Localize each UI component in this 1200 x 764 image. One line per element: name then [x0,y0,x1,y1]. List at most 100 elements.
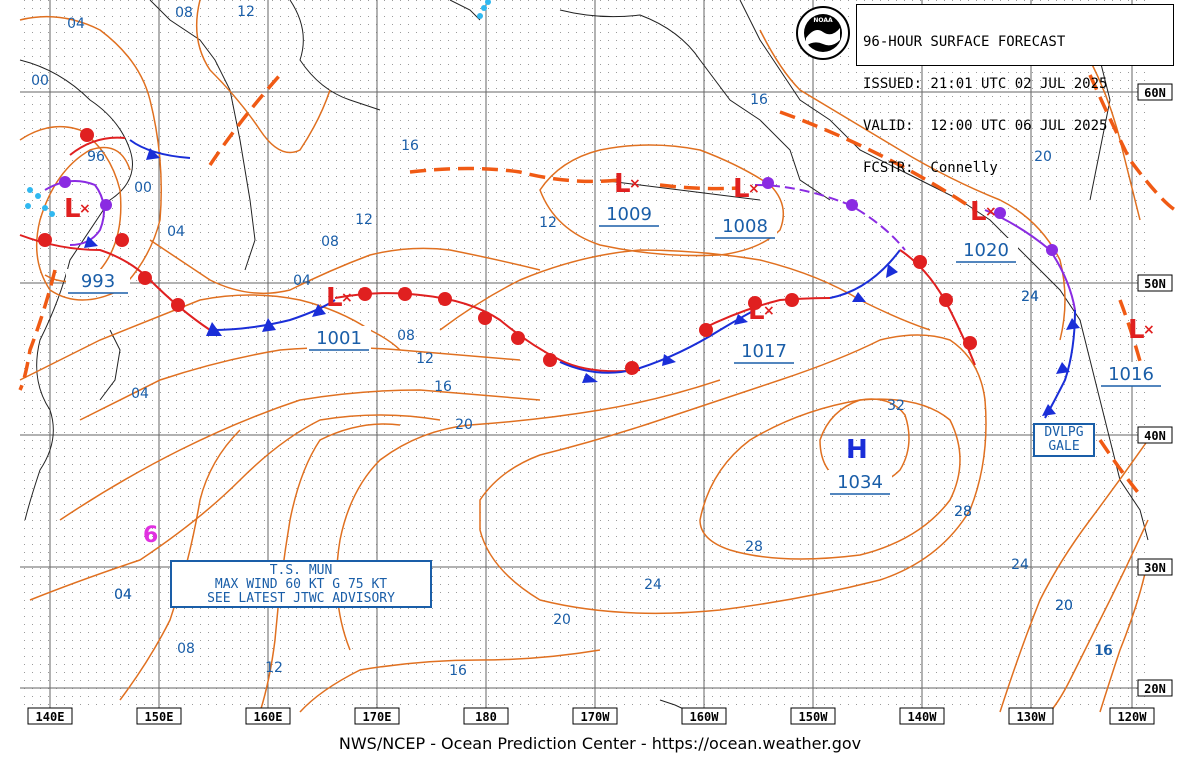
svg-text:×: × [1143,322,1155,338]
longitude-label: 140E [27,707,73,725]
warm-front-central [334,292,641,373]
storm-name: T.S. MUN [269,563,333,578]
pressure-value-text: 993 [81,271,115,292]
longitude-label: 170E [354,707,400,725]
isobar-label: 00 [31,73,49,89]
svg-text:×: × [341,290,353,306]
pressure-center-values: 993 1001 1009 1008 1017 1020 1016 1034 [66,202,1163,495]
pressure-value-text: 1017 [741,341,787,362]
isobar-label: 08 [397,328,415,344]
isobar-label: 16 [1094,643,1112,659]
longitude-label-text: 130W [1017,710,1047,724]
pressure-center-value: 1008 [713,214,777,239]
isobar-label: 28 [745,539,763,555]
isobar-label: 12 [416,351,434,367]
longitude-label: 170W [572,707,618,725]
svg-text:×: × [985,204,997,220]
longitude-label-text: 170W [581,710,611,724]
low-center-icon: L× [326,283,353,313]
svg-text:L: L [614,169,631,199]
svg-text:L: L [748,296,765,326]
longitude-label-text: 170E [363,710,392,724]
isobar-label: 12 [265,660,283,676]
latitude-label: 60N [1137,83,1173,101]
isobar-label: 28 [954,504,972,520]
longitude-label-text: 160W [690,710,720,724]
isobar-label: 04 [67,16,85,32]
isobar-label: 12 [355,212,373,228]
longitude-label: 120W [1109,707,1155,725]
svg-text:L: L [326,283,343,313]
pressure-center-value: 1001 [307,326,371,351]
latitude-label-text: 50N [1144,277,1166,291]
storm-advisory-box: T.S. MUN MAX WIND 60 KT G 75 KT SEE LATE… [170,560,432,608]
noaa-logo-icon: NOAA [796,6,850,60]
isobar-label: 20 [1055,598,1073,614]
gale-label: GALE [1048,439,1080,454]
longitude-label: 150W [790,707,836,725]
pressure-center-value: 1020 [954,238,1018,263]
pressure-value-text: 1016 [1108,364,1154,385]
pressure-value-text: 1034 [837,472,883,493]
isobar-label: 24 [1021,289,1039,305]
svg-text:L: L [64,194,81,224]
low-center-icon: L× [748,296,775,326]
isobar-label: 04 [131,386,149,402]
cold-front-coast [1044,309,1076,419]
isobar-label: 32 [887,398,905,414]
latitude-label-text: 30N [1144,561,1166,575]
isobar-label: 96 [87,149,105,165]
latitude-label: 20N [1137,679,1173,697]
valid-line: VALID: 12:00 UTC 06 JUL 2025 [863,118,1108,134]
longitude-label-text: 160E [254,710,283,724]
svg-text:×: × [629,176,641,192]
isobar-label: 04 [293,273,311,289]
storm-wind: MAX WIND 60 KT G 75 KT [214,577,388,592]
longitude-label: 130W [1008,707,1054,725]
isobar-label: 04 [167,224,185,240]
longitude-label: 150E [136,707,182,725]
svg-text:×: × [79,201,91,217]
pressure-center-value: 1016 [1099,362,1163,387]
tropical-storm-icon: 6 [143,523,158,548]
longitude-label-text: 180 [475,710,497,724]
latitude-label: 40N [1137,426,1173,444]
longitude-label-text: 140E [36,710,65,724]
pressure-value-text: 1020 [963,240,1009,261]
cold-front-west [209,299,336,331]
isobars [19,0,1149,713]
latitude-label: 50N [1137,274,1173,292]
pressure-center-value: 1009 [597,202,661,227]
isobar-label: 24 [644,577,662,593]
isobar-label: 16 [750,92,768,108]
svg-text:×: × [748,181,760,197]
isobar-label: 08 [177,641,195,657]
longitude-label-text: 140W [908,710,938,724]
isobar-label: 04 [114,587,132,603]
longitude-labels: 140E 150E 160E 170E 180 170W 160W 150W 140W 130W 1… [27,707,1155,725]
cold-front-northwest [129,139,191,159]
svg-text:L: L [970,197,987,227]
longitude-label: 180 [463,707,509,725]
svg-text:L: L [733,174,750,204]
isobar-label: 28 [954,504,972,520]
isobar-label: 12 [237,4,255,20]
forecast-title-block: 96-HOUR SURFACE FORECAST ISSUED: 21:01 U… [856,4,1174,175]
gale-warning-box: DVLPG GALE [1033,423,1095,457]
ice-dots [25,0,491,217]
warm-front-east [699,297,831,331]
isobar-label: 24 [1021,289,1039,305]
svg-text:L: L [1128,315,1145,345]
isobar-label: 20 [455,417,473,433]
isobar-label: 00 [134,180,152,196]
isobar-label: 08 [321,234,339,250]
longitude-label: 160W [681,707,727,725]
high-center-icon: H [846,435,868,465]
gale-status: DVLPG [1044,425,1084,440]
isobar-label: 12 [539,215,557,231]
footer-credit: NWS/NCEP - Ocean Prediction Center - htt… [338,734,862,753]
low-center-icon: L× [614,169,641,199]
longitude-label-text: 150E [145,710,174,724]
pressure-value-text: 1009 [606,204,652,225]
noaa-logo-text: NOAA [813,17,833,24]
